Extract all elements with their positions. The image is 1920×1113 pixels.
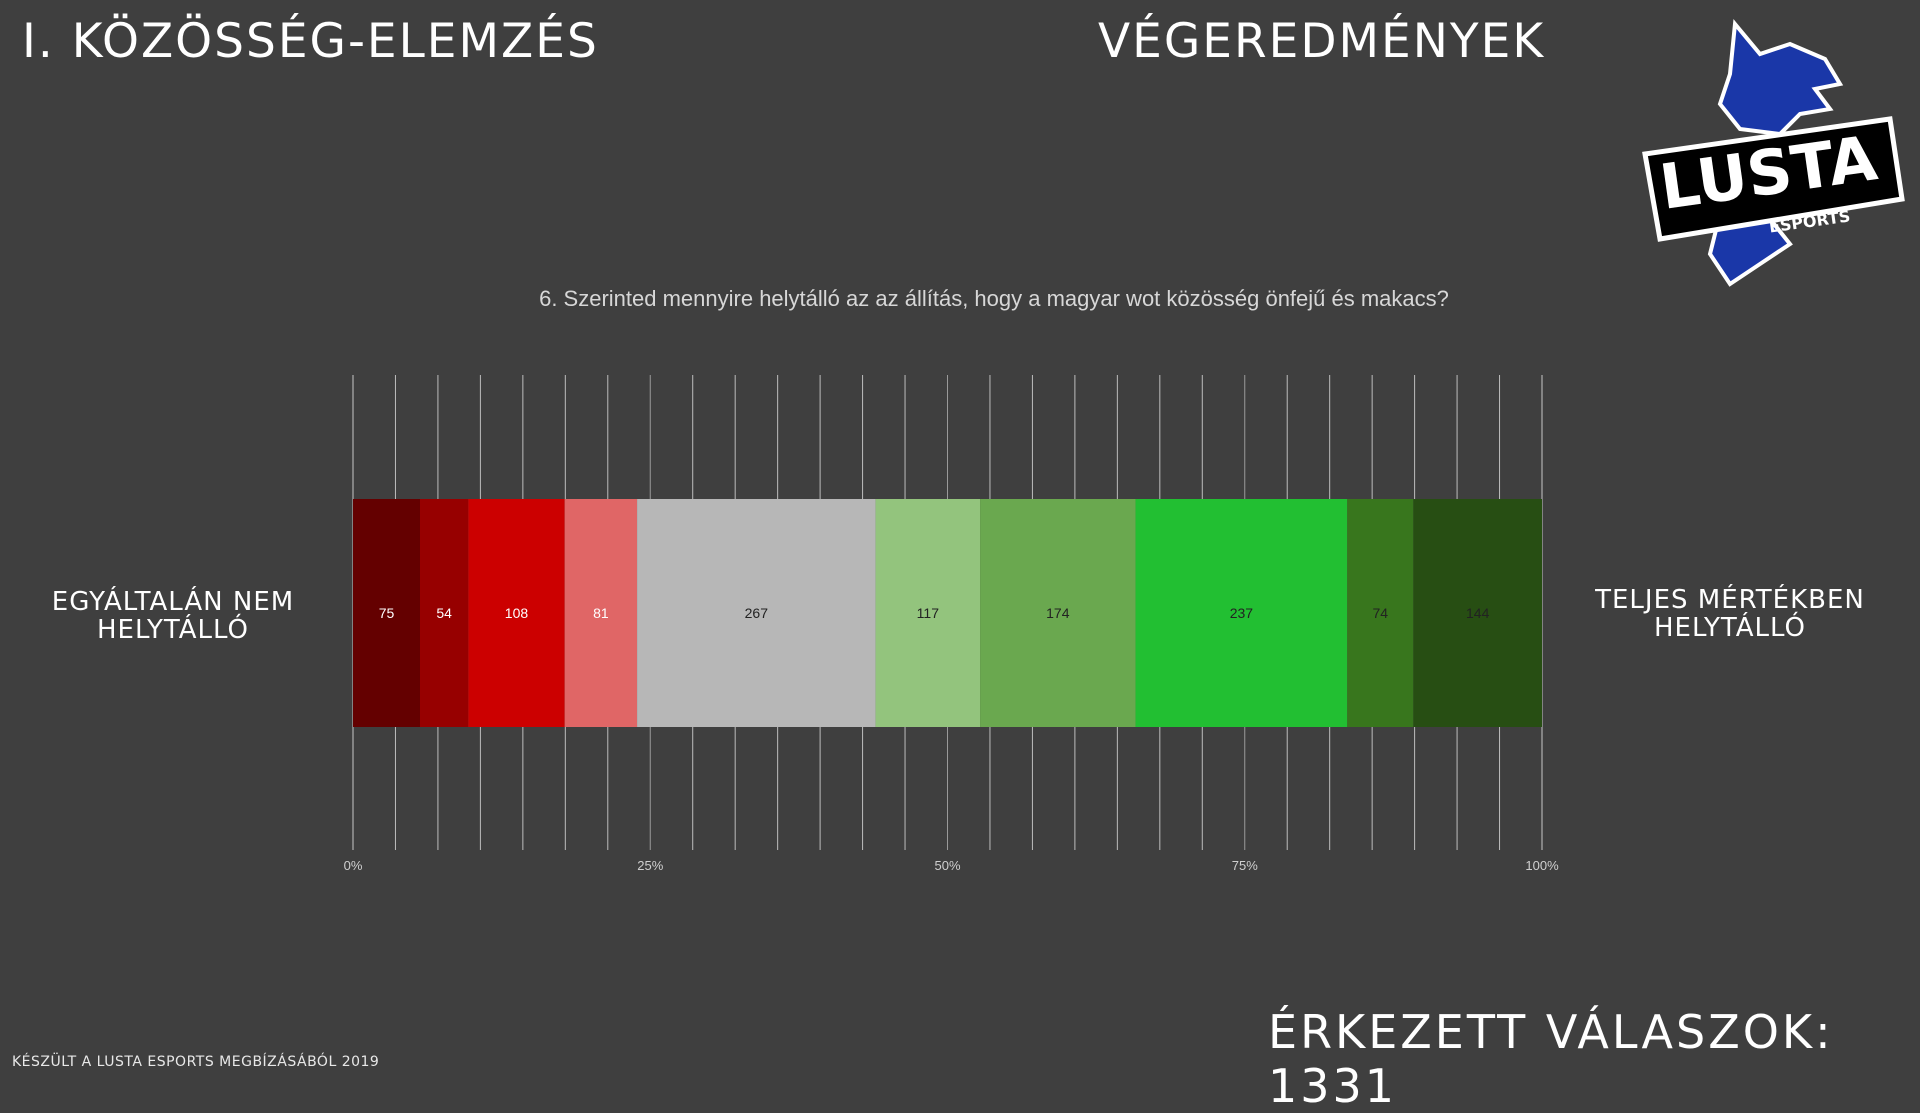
- x-tick-label: 0%: [344, 858, 363, 873]
- bar-segment-label-7: 174: [1046, 605, 1070, 621]
- results-title: VÉGEREDMÉNYEK: [1098, 14, 1546, 69]
- x-tick-label: 75%: [1232, 858, 1258, 873]
- x-tick-label: 50%: [934, 858, 960, 873]
- x-tick-label: 100%: [1525, 858, 1559, 873]
- chart-x-ticks: 0% 25% 50% 75% 100%: [344, 858, 1559, 873]
- bar-segment-label-3: 108: [505, 605, 529, 621]
- bar-segment-label-1: 75: [379, 605, 395, 621]
- wolf-head-icon: [1707, 19, 1844, 287]
- bar-segment-label-2: 54: [436, 605, 452, 621]
- bar-segment-4: [564, 499, 638, 727]
- bar-segment-2: [419, 499, 469, 727]
- responses-count: ÉRKEZETT VÁLASZOK: 1331: [1268, 1005, 1834, 1113]
- bar-segment-label-8: 237: [1230, 605, 1254, 621]
- bar-segment-6: [875, 499, 981, 727]
- bar-segment-label-4: 81: [593, 605, 609, 621]
- bar-segment-7: [980, 499, 1136, 727]
- question-text: 6. Szerinted mennyire helytálló az az ál…: [539, 286, 1449, 311]
- scale-right-label: TELJES MÉRTÉKBEN HELYTÁLLÓ: [1595, 585, 1865, 643]
- bar-segment-3: [468, 499, 565, 727]
- scale-left-label: EGYÁLTALÁN NEM HELYTÁLLÓ: [51, 587, 295, 645]
- lusta-esports-logo: LUSTA ESPORTS: [1642, 19, 1905, 287]
- bar-segment-1: [353, 499, 420, 727]
- bar-segment-8: [1135, 499, 1348, 727]
- bar-segment-label-9: 74: [1373, 605, 1389, 621]
- credit-text: KÉSZÜLT A LUSTA ESPORTS MEGBÍZÁSÁBÓL 201…: [12, 1054, 380, 1070]
- bar-segment-9: [1347, 499, 1414, 727]
- bar-segment-label-10: 144: [1466, 605, 1490, 621]
- section-title: I. KÖZÖSSÉG-ELEMZÉS: [22, 14, 599, 69]
- bar-segment-label-5: 267: [745, 605, 769, 621]
- x-tick-label: 25%: [637, 858, 663, 873]
- bar-segment-5: [637, 499, 876, 727]
- chart-bars: 75 54 108 81 267 117 174 237 74 144: [353, 499, 1542, 727]
- stacked-bar-chart: 75 54 108 81 267 117 174 237 74 144 0% 25% 50% 75% 10…: [344, 375, 1559, 873]
- bar-segment-label-6: 117: [917, 605, 940, 621]
- bar-segment-10: [1413, 499, 1542, 727]
